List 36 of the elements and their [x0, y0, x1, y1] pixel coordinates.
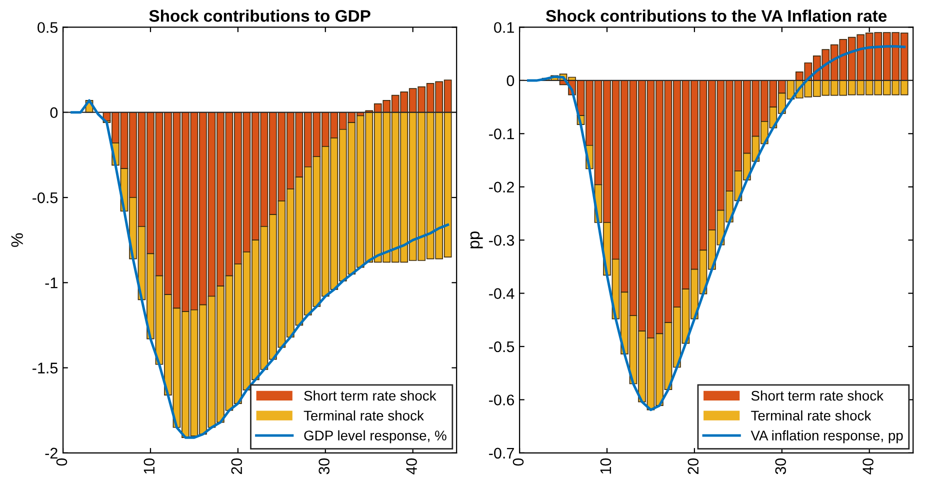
- legend-label: VA inflation response, pp: [750, 430, 903, 444]
- x-tick-label: 10: [600, 458, 612, 474]
- y-tick-label: -2: [45, 448, 58, 458]
- x-tick-label: 0: [56, 458, 68, 466]
- y-tick-label: 0.1: [494, 22, 514, 33]
- y-axis-title: pp: [470, 232, 483, 248]
- legend-label: Short term rate shock: [751, 390, 884, 401]
- x-tick-label: 30: [318, 458, 330, 474]
- y-tick-label: -1: [45, 278, 58, 288]
- x-tick-label: 0: [512, 458, 524, 466]
- x-tick-label: 20: [688, 458, 699, 474]
- x-tick-label: 40: [406, 458, 417, 474]
- y-tick-label: -0.2: [489, 182, 514, 193]
- y-tick-label: -0.6: [489, 394, 514, 406]
- y-tick-label: -0.7: [489, 448, 514, 459]
- x-tick-label: 20: [231, 458, 242, 474]
- legend-label: GDP level response, %: [304, 430, 446, 444]
- y-tick-label: 0.5: [38, 22, 58, 33]
- y-tick-label: -0.1: [489, 128, 514, 140]
- y-tick-label: -0.5: [489, 341, 514, 352]
- y-axis-title: %: [11, 233, 23, 247]
- y-tick-label: -0.5: [32, 192, 58, 204]
- legend-label: Terminal rate shock: [304, 410, 424, 421]
- legend-label: Terminal rate shock: [751, 410, 872, 421]
- y-tick-label: 0: [50, 107, 58, 118]
- y-tick-label: 0: [506, 75, 514, 86]
- x-tick-label: 10: [144, 458, 155, 474]
- x-tick-label: 30: [775, 458, 786, 474]
- x-tick-label: 40: [862, 458, 874, 474]
- legend-label: Short term rate shock: [304, 390, 436, 401]
- y-tick-label: -1.5: [32, 362, 58, 374]
- y-tick-label: -0.3: [489, 234, 514, 246]
- y-tick-label: -0.4: [489, 288, 514, 299]
- line-series: [527, 45, 906, 412]
- chart-title: Shock contributions to the VA Inflation rate: [546, 10, 887, 22]
- chart-title: Shock contributions to GDP: [149, 10, 370, 22]
